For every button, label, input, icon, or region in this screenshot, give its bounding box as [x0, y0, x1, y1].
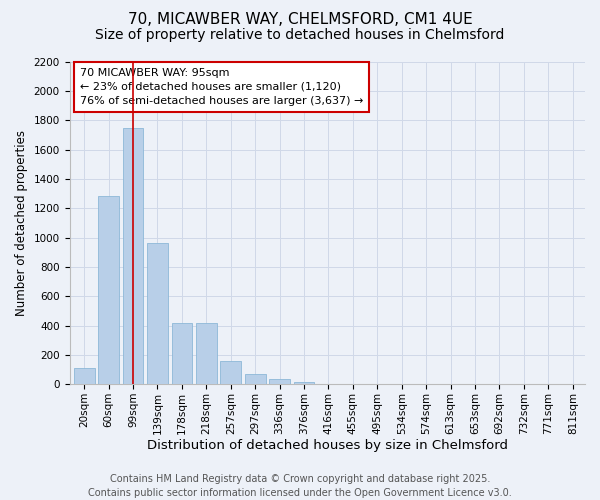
Bar	[220, 362, 241, 384]
Bar	[122, 128, 143, 384]
Y-axis label: Number of detached properties: Number of detached properties	[15, 130, 28, 316]
Bar	[196, 322, 217, 384]
Bar	[74, 368, 95, 384]
Bar	[245, 374, 266, 384]
X-axis label: Distribution of detached houses by size in Chelmsford: Distribution of detached houses by size …	[147, 440, 508, 452]
Text: Contains HM Land Registry data © Crown copyright and database right 2025.
Contai: Contains HM Land Registry data © Crown c…	[88, 474, 512, 498]
Bar	[269, 379, 290, 384]
Bar	[98, 196, 119, 384]
Text: 70, MICAWBER WAY, CHELMSFORD, CM1 4UE: 70, MICAWBER WAY, CHELMSFORD, CM1 4UE	[128, 12, 472, 28]
Text: Size of property relative to detached houses in Chelmsford: Size of property relative to detached ho…	[95, 28, 505, 42]
Bar	[172, 322, 192, 384]
Bar	[147, 244, 168, 384]
Bar	[293, 382, 314, 384]
Text: 70 MICAWBER WAY: 95sqm
← 23% of detached houses are smaller (1,120)
76% of semi-: 70 MICAWBER WAY: 95sqm ← 23% of detached…	[80, 68, 363, 106]
